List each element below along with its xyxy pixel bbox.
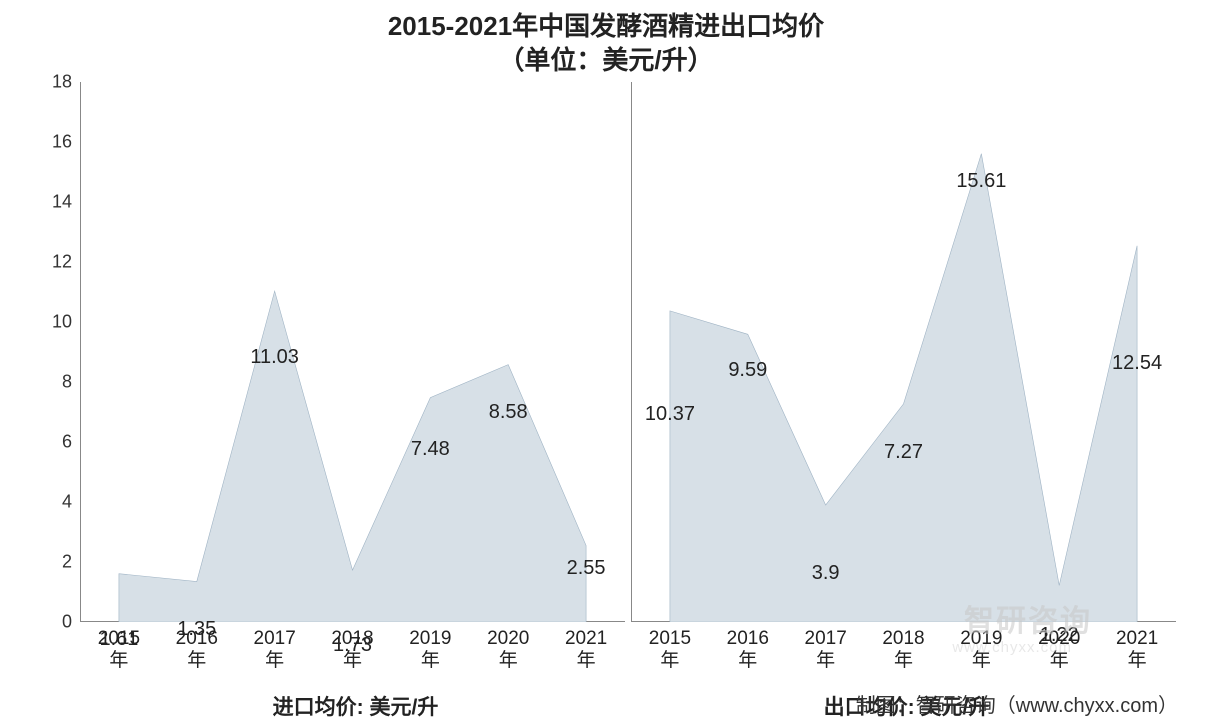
y-tick: 10 bbox=[52, 311, 72, 332]
import-label: 进口均价: 美元/升 bbox=[80, 691, 631, 721]
y-tick: 2 bbox=[62, 551, 72, 572]
import-value-label: 1.35 bbox=[177, 618, 216, 641]
credit-text: 制图：智研咨询（www.chyxx.com） bbox=[856, 689, 1178, 718]
import-value-label: 8.58 bbox=[489, 401, 528, 424]
export-area-svg bbox=[631, 82, 1176, 622]
x-tick: 2021年 bbox=[1098, 628, 1176, 674]
export-value-label: 1.22 bbox=[1040, 624, 1079, 647]
export-value-label: 12.54 bbox=[1112, 352, 1162, 375]
import-value-label: 1.73 bbox=[333, 634, 372, 657]
export-value-label: 3.9 bbox=[812, 562, 840, 585]
y-tick: 16 bbox=[52, 131, 72, 152]
y-tick: 4 bbox=[62, 491, 72, 512]
x-tick: 2020年 bbox=[469, 628, 547, 674]
x-tick: 2021年 bbox=[547, 628, 625, 674]
import-panel: 1.611.3511.031.737.488.582.55 bbox=[80, 82, 625, 622]
charts-row: 024681012141618 1.611.3511.031.737.488.5… bbox=[30, 82, 1182, 622]
y-tick: 18 bbox=[52, 71, 72, 92]
export-value-label: 15.61 bbox=[956, 170, 1006, 193]
x-tick: 2018年 bbox=[865, 628, 943, 674]
y-axis: 024681012141618 bbox=[30, 82, 80, 622]
y-tick: 8 bbox=[62, 371, 72, 392]
title-line-2: （单位：美元/升） bbox=[30, 44, 1182, 78]
y-tick: 14 bbox=[52, 191, 72, 212]
import-value-label: 1.61 bbox=[99, 628, 138, 651]
chart-container: 2015-2021年中国发酵酒精进出口均价 （单位：美元/升） 0 2 4 6 8 10 1… bbox=[0, 0, 1212, 726]
import-value-label: 7.48 bbox=[411, 438, 450, 461]
export-panel: 10.379.593.97.2715.611.2212.54 bbox=[631, 82, 1176, 622]
import-value-label: 2.55 bbox=[567, 557, 606, 580]
y-tick: 6 bbox=[62, 431, 72, 452]
import-value-label: 11.03 bbox=[250, 346, 299, 369]
x-tick: 2017年 bbox=[236, 628, 314, 674]
chart-title: 2015-2021年中国发酵酒精进出口均价 （单位：美元/升） bbox=[30, 10, 1182, 78]
x-tick: 2016年 bbox=[709, 628, 787, 674]
title-line-1: 2015-2021年中国发酵酒精进出口均价 bbox=[30, 10, 1182, 44]
y-tick: 0 bbox=[62, 611, 72, 632]
x-tick: 2015年 bbox=[631, 628, 709, 674]
import-area-svg bbox=[80, 82, 625, 622]
x-tick: 2017年 bbox=[787, 628, 865, 674]
x-tick: 2019年 bbox=[391, 628, 469, 674]
y-tick: 12 bbox=[52, 251, 72, 272]
sub-spacer bbox=[30, 691, 80, 721]
export-value-label: 7.27 bbox=[884, 441, 923, 464]
export-value-label: 10.37 bbox=[645, 403, 695, 426]
export-value-label: 9.59 bbox=[728, 359, 767, 382]
x-spacer bbox=[30, 628, 80, 674]
x-ticks-export: 2015年2016年2017年2018年2019年2020年2021年 bbox=[631, 628, 1176, 674]
x-tick: 2019年 bbox=[942, 628, 1020, 674]
